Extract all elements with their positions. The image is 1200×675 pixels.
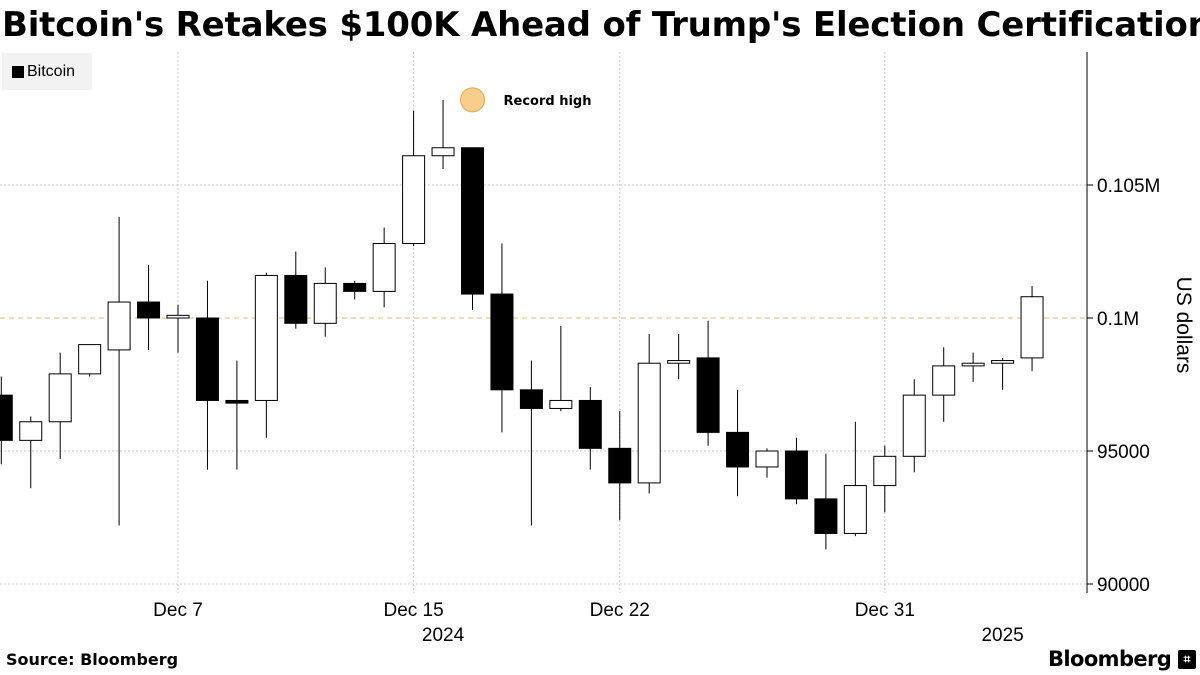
y-tick-label: 0.105M (1097, 176, 1160, 197)
x-year-label: 2024 (422, 625, 465, 646)
candle-body (843, 485, 867, 534)
candle-body (19, 421, 43, 441)
candle-body (814, 498, 838, 534)
candle-body (578, 399, 602, 449)
candle-body (961, 362, 985, 367)
candle-body (195, 317, 219, 401)
candle-body (696, 357, 720, 433)
candle-body (372, 243, 396, 292)
candle-body (991, 360, 1015, 364)
legend-label: Bitcoin (27, 62, 76, 80)
y-axis-title: US dollars (1172, 277, 1195, 374)
record-high-marker (460, 87, 485, 113)
chart-legend: Bitcoin (2, 53, 92, 90)
x-tick-label: Dec 22 (590, 600, 650, 621)
x-tick-label: Dec 15 (383, 600, 443, 621)
candle-body (726, 431, 750, 468)
candle-body (402, 155, 426, 245)
candle-body (490, 293, 514, 391)
annotation-label: Record high (504, 94, 592, 109)
candle-body (78, 344, 102, 375)
candle-body (343, 282, 367, 292)
x-year-label: 2025 (981, 625, 1023, 646)
candle-body (461, 147, 484, 295)
bloomberg-terminal-icon: ⌗ (1178, 650, 1196, 669)
candle-body (608, 447, 632, 484)
y-tick-label: 95000 (1097, 442, 1150, 463)
candle-body (431, 147, 455, 157)
candle-body (0, 394, 13, 441)
x-tick-label: Dec 31 (855, 600, 915, 621)
brand-logo: Bloomberg (1048, 647, 1172, 671)
candle-body (549, 399, 573, 409)
y-tick-label: 0.1M (1097, 309, 1139, 330)
candle-body (48, 373, 72, 423)
candle-body (667, 360, 691, 364)
legend-swatch (12, 65, 24, 78)
chart-title: Bitcoin's Retakes $100K Ahead of Trump's… (2, 5, 1200, 45)
candle-body (284, 274, 308, 324)
candle-body (137, 301, 161, 319)
candle-body (313, 282, 337, 324)
candle-body (166, 314, 190, 319)
candle-body (225, 399, 249, 404)
candle-body (902, 394, 926, 457)
candle-body (784, 450, 808, 500)
candle-body (1020, 296, 1044, 359)
candle-body (637, 362, 661, 484)
source-note: Source: Bloomberg (6, 650, 179, 669)
candle-body (107, 301, 131, 351)
y-tick-label: 90000 (1097, 575, 1150, 596)
candle-body (932, 365, 956, 396)
candle-body (755, 450, 779, 468)
candle-body (519, 389, 543, 409)
candle-body (873, 455, 897, 487)
x-tick-label: Dec 7 (153, 600, 203, 621)
candle-body (254, 274, 278, 401)
